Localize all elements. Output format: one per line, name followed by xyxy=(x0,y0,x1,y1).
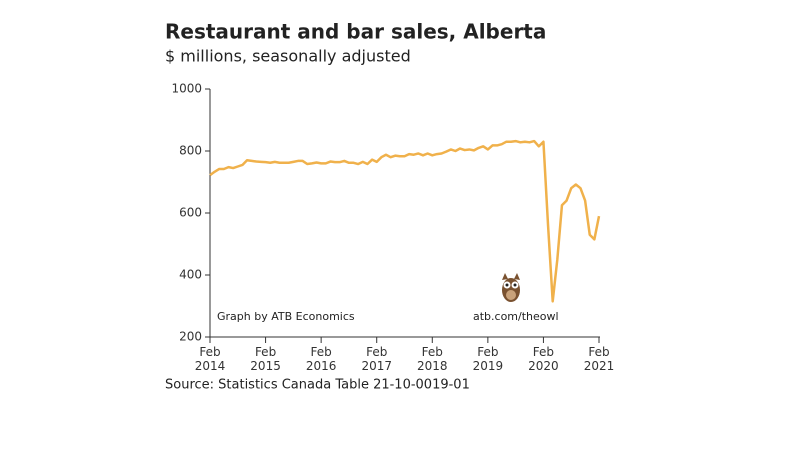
y-tick-label: 1000 xyxy=(171,82,202,96)
y-tick-label: 200 xyxy=(179,330,202,344)
x-tick-label: Feb 2020 xyxy=(528,345,559,373)
x-tick-label: Feb 2019 xyxy=(473,345,504,373)
x-tick-label: Feb 2014 xyxy=(195,345,226,373)
y-tick-label: 800 xyxy=(179,144,202,158)
x-tick-label: Feb 2017 xyxy=(361,345,392,373)
x-tick-label: Feb 2015 xyxy=(250,345,281,373)
chart-subtitle: $ millions, seasonally adjusted xyxy=(165,47,411,66)
x-tick-label: Feb 2018 xyxy=(417,345,448,373)
annotation: Graph by ATB Economics xyxy=(217,310,355,323)
y-tick-label: 400 xyxy=(179,268,202,282)
source: Source: Statistics Canada Table 21-10-00… xyxy=(165,378,470,393)
data-line xyxy=(209,139,601,303)
x-tick-label: Feb 2016 xyxy=(306,345,337,373)
x-tick-label: Feb 2021 xyxy=(584,345,615,373)
chart-title: Restaurant and bar sales, Alberta xyxy=(165,20,546,44)
y-tick-label: 600 xyxy=(179,206,202,220)
annotation: atb.com/theowl xyxy=(473,310,559,323)
owl-icon xyxy=(502,273,520,302)
